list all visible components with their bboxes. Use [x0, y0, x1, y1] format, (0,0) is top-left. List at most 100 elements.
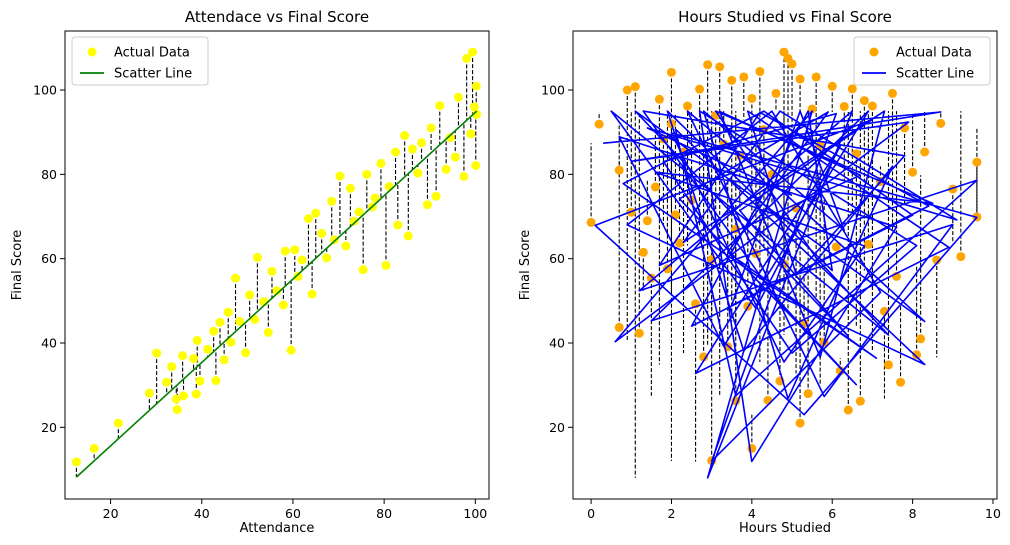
- data-point: [278, 300, 288, 310]
- data-point: [445, 133, 455, 143]
- x-tick-label: 60: [285, 506, 301, 521]
- data-point: [286, 345, 296, 355]
- y-tick-label: 60: [549, 251, 565, 266]
- data-point: [630, 82, 640, 92]
- data-point: [341, 241, 351, 251]
- data-point: [471, 160, 481, 170]
- data-point: [162, 377, 172, 387]
- data-point: [203, 344, 213, 354]
- data-point: [936, 118, 946, 128]
- x-tick-label: 8: [909, 506, 917, 521]
- legend-label-actual-data: Actual Data: [114, 46, 190, 61]
- y-tick-label: 20: [549, 420, 565, 435]
- data-point: [252, 252, 262, 262]
- data-point: [468, 47, 478, 57]
- legend-box: [71, 36, 209, 86]
- data-point: [311, 208, 321, 218]
- plot-frame: [64, 30, 490, 500]
- legend-box: [853, 36, 991, 86]
- data-point: [614, 165, 624, 175]
- data-point: [916, 334, 926, 344]
- data-point: [178, 351, 188, 361]
- legend: Actual Data Scatter Line: [853, 36, 991, 86]
- y-axis-label: Final Score: [518, 230, 533, 301]
- y-tick-label: 80: [549, 167, 565, 182]
- y-tick-label: 100: [541, 83, 565, 98]
- x-tick-label: 6: [828, 506, 836, 521]
- data-point: [417, 138, 427, 148]
- x-axis-ticks: 0 2 4 6 8 10: [587, 499, 1001, 521]
- x-axis-ticks: 20 40 60 80 100: [103, 499, 487, 521]
- data-point: [771, 88, 781, 98]
- data-point: [654, 94, 664, 104]
- data-point: [426, 123, 436, 133]
- data-point: [189, 354, 199, 364]
- data-point: [888, 88, 898, 98]
- data-point: [329, 235, 339, 245]
- chart-title: Attendace vs Final Score: [185, 8, 369, 26]
- data-point: [453, 92, 463, 102]
- data-point: [831, 242, 841, 252]
- series-line: [594, 110, 978, 479]
- data-point: [413, 168, 423, 178]
- data-point: [349, 216, 359, 226]
- y-tick-label: 20: [41, 420, 57, 435]
- data-point: [231, 273, 241, 283]
- y-tick-label: 80: [41, 167, 57, 182]
- data-point: [400, 131, 410, 141]
- data-point: [586, 217, 596, 227]
- data-point: [863, 239, 873, 249]
- data-point: [393, 220, 403, 230]
- data-point: [471, 81, 481, 91]
- data-point: [317, 228, 327, 238]
- y-tick-label: 40: [41, 336, 57, 351]
- data-point: [695, 84, 705, 94]
- data-point: [867, 101, 877, 111]
- plot-frame: [572, 30, 998, 500]
- data-point: [195, 376, 205, 386]
- data-point: [245, 290, 255, 300]
- data-point: [795, 418, 805, 428]
- data-point: [859, 96, 869, 106]
- data-point: [795, 74, 805, 84]
- data-point: [715, 62, 725, 72]
- y-axis-ticks: 20 40 60 80 100: [33, 83, 65, 435]
- legend-label-scatter-line: Scatter Line: [896, 67, 974, 82]
- y-axis-ticks: 20 40 60 80 100: [541, 83, 573, 435]
- data-point: [739, 72, 749, 82]
- data-point: [435, 101, 445, 111]
- data-point: [362, 169, 372, 179]
- y-tick-label: 100: [33, 83, 57, 98]
- data-point: [763, 395, 773, 405]
- data-point: [263, 327, 273, 337]
- data-point: [144, 388, 154, 398]
- data-point: [307, 289, 317, 299]
- data-point: [167, 362, 177, 372]
- data-point: [469, 102, 479, 112]
- data-point: [622, 85, 632, 95]
- data-point: [755, 66, 765, 76]
- data-point: [431, 191, 441, 201]
- data-point: [450, 152, 460, 162]
- data-point: [290, 245, 300, 255]
- data-point: [675, 238, 685, 248]
- data-point: [211, 376, 221, 386]
- data-point: [839, 101, 849, 111]
- data-point: [209, 326, 219, 336]
- data-point: [807, 104, 817, 114]
- data-point: [267, 266, 277, 276]
- x-tick-label: 10: [985, 506, 1001, 521]
- data-point: [303, 214, 313, 224]
- data-point: [215, 317, 225, 327]
- x-axis-label: Attendance: [240, 521, 315, 536]
- x-tick-label: 100: [463, 506, 487, 521]
- data-point: [345, 183, 355, 193]
- data-point: [666, 67, 676, 77]
- data-point: [900, 123, 910, 133]
- data-point: [634, 328, 644, 338]
- y-tick-label: 40: [549, 336, 565, 351]
- data-point: [192, 335, 202, 345]
- data-point: [381, 260, 391, 270]
- data-point: [191, 389, 201, 399]
- data-point: [932, 255, 942, 265]
